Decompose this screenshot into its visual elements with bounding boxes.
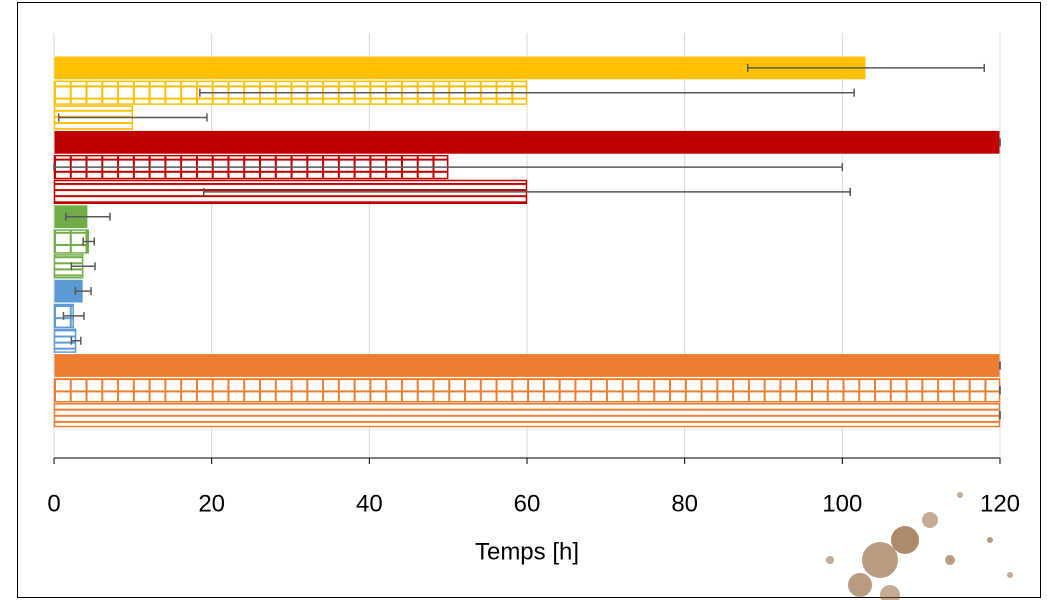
x-tick-label: 100: [822, 490, 862, 517]
x-tick-label: 60: [514, 490, 541, 517]
bar: [54, 354, 1000, 377]
bar: [54, 130, 1000, 154]
bar: [54, 279, 83, 303]
x-tick-label: 120: [980, 490, 1020, 517]
x-tick-label: 40: [356, 490, 383, 517]
bar: [53, 402, 1001, 428]
x-tick-label: 20: [198, 490, 225, 517]
x-tick-label: 80: [671, 490, 698, 517]
bar: [53, 378, 1001, 403]
x-axis-title: Temps [h]: [475, 538, 579, 565]
x-tick-label: 0: [47, 490, 60, 517]
soil-decoration: [826, 492, 1013, 600]
bar: [54, 56, 866, 80]
